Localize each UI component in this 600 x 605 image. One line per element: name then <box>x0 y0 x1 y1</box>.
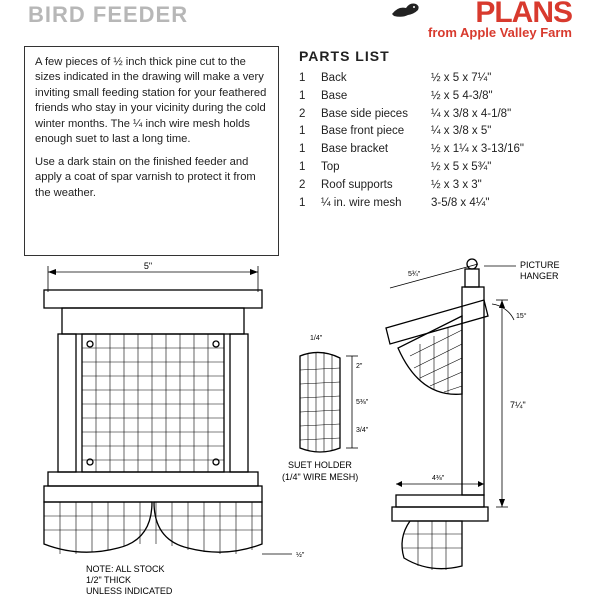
dim-half: ½" <box>296 551 305 559</box>
dim-q34: 3/4" <box>356 427 369 434</box>
parts-row: 1Base bracket½ x 1¼ x 3-13/16" <box>299 141 576 159</box>
dim-side-h: 7¼" <box>510 400 526 410</box>
parts-qty: 1 <box>299 159 321 177</box>
note-line-1: NOTE: ALL STOCK <box>86 564 165 574</box>
parts-qty: 1 <box>299 70 321 88</box>
parts-qty: 1 <box>299 195 321 213</box>
parts-name: Base side pieces <box>321 106 431 124</box>
description-para-1: A few pieces of ½ inch thick pine cut to… <box>35 55 268 148</box>
parts-dim: ½ x 3 x 3" <box>431 177 576 195</box>
parts-name: ¼ in. wire mesh <box>321 195 431 213</box>
bird-icon <box>390 0 422 22</box>
parts-name: Top <box>321 159 431 177</box>
parts-dim: ½ x 1¼ x 3-13/16" <box>431 141 576 159</box>
technical-drawing: 5" <box>0 258 600 600</box>
note-line-2: 1/2" THICK <box>86 575 131 585</box>
parts-name: Base bracket <box>321 141 431 159</box>
description-para-2: Use a dark stain on the finished feeder … <box>35 155 268 201</box>
suet-label-1: SUET HOLDER <box>288 460 352 470</box>
description-box: A few pieces of ½ inch thick pine cut to… <box>24 46 279 256</box>
dim-f14: 1/4" <box>310 335 323 342</box>
parts-name: Base front piece <box>321 123 431 141</box>
dim-angle: 15° <box>516 312 527 320</box>
parts-qty: 1 <box>299 123 321 141</box>
parts-name: Back <box>321 70 431 88</box>
dim-base-w: 4⅜" <box>432 475 445 482</box>
parts-dim: 3-5/8 x 4¼" <box>431 195 576 213</box>
parts-dim: ¼ x 3/8 x 4-1/8" <box>431 106 576 124</box>
parts-row: 1Base½ x 5 4-3/8" <box>299 88 576 106</box>
parts-row: 1Top½ x 5 x 5¾" <box>299 159 576 177</box>
parts-qty: 1 <box>299 88 321 106</box>
parts-dim: ½ x 5 4-3/8" <box>431 88 576 106</box>
parts-dim: ¼ x 3/8 x 5" <box>431 123 576 141</box>
hanger-label-1: PICTURE <box>520 260 560 270</box>
parts-list: PARTS LIST 1Back½ x 5 x 7¼"1Base½ x 5 4-… <box>299 46 576 256</box>
parts-row: 2Roof supports½ x 3 x 3" <box>299 177 576 195</box>
hanger-label-2: HANGER <box>520 271 559 281</box>
parts-row: 2Base side pieces¼ x 3/8 x 4-1/8" <box>299 106 576 124</box>
dim-roof-w: 5¾" <box>408 271 421 278</box>
parts-dim: ½ x 5 x 7¼" <box>431 70 576 88</box>
parts-row: 1¼ in. wire mesh3-5/8 x 4¼" <box>299 195 576 213</box>
logo-sub-text: from Apple Valley Farm <box>428 25 572 40</box>
logo-main-text: PLANS <box>428 2 572 23</box>
parts-row: 1Back½ x 5 x 7¼" <box>299 70 576 88</box>
note-line-3: UNLESS INDICATED <box>86 586 173 596</box>
page-title: BIRD FEEDER <box>28 2 188 28</box>
parts-list-title: PARTS LIST <box>299 48 576 64</box>
dim-top-width: 5" <box>144 261 152 271</box>
parts-name: Roof supports <box>321 177 431 195</box>
logo: PLANS from Apple Valley Farm <box>428 2 572 40</box>
parts-name: Base <box>321 88 431 106</box>
parts-row: 1Base front piece¼ x 3/8 x 5" <box>299 123 576 141</box>
parts-dim: ½ x 5 x 5¾" <box>431 159 576 177</box>
suet-label-2: (1/4" WIRE MESH) <box>282 472 358 482</box>
dim-mesh-h: 5⅜" <box>356 399 369 406</box>
parts-qty: 1 <box>299 141 321 159</box>
parts-qty: 2 <box>299 177 321 195</box>
dim-two: 2" <box>356 363 363 370</box>
parts-qty: 2 <box>299 106 321 124</box>
